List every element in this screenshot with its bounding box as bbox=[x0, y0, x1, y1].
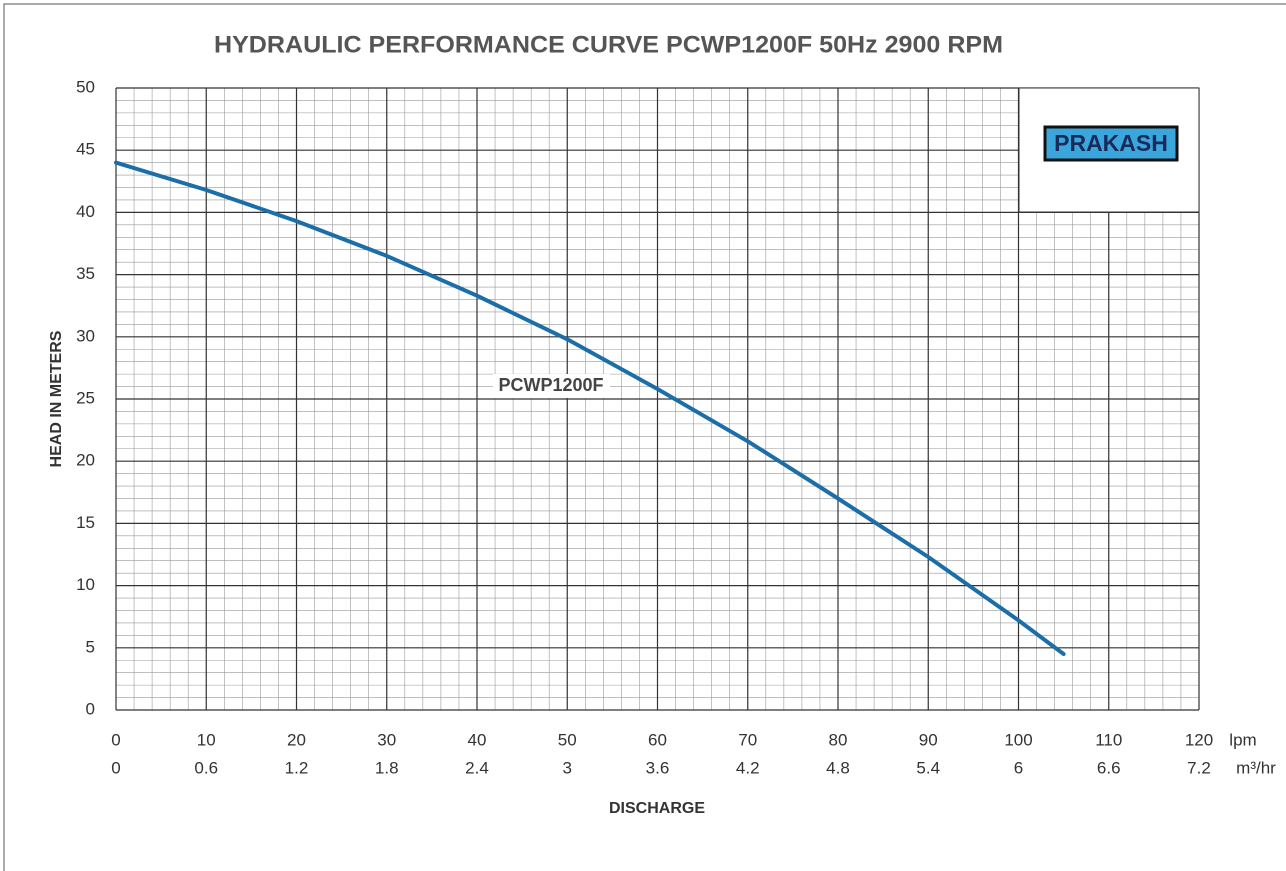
x2-tick-label: 6.6 bbox=[1097, 758, 1121, 777]
y-axis-label: HEAD IN METERS bbox=[48, 330, 65, 467]
x2-tick-label: 4.2 bbox=[736, 758, 760, 777]
x-tick-label: 40 bbox=[468, 730, 487, 749]
x2-unit: m³/hr bbox=[1236, 758, 1276, 777]
x-tick-label: 90 bbox=[919, 730, 938, 749]
y-tick-label: 25 bbox=[76, 388, 95, 407]
x2-tick-label: 6 bbox=[1014, 758, 1023, 777]
y-tick-label: 30 bbox=[76, 326, 95, 345]
x2-tick-label: 3.6 bbox=[646, 758, 670, 777]
x2-tick-label: 1.2 bbox=[285, 758, 309, 777]
frame bbox=[3, 3, 1286, 871]
curve bbox=[114, 160, 1066, 656]
x-tick-label: 120 bbox=[1185, 730, 1213, 749]
x2-tick-label: 7.2 bbox=[1187, 758, 1211, 777]
x-tick-label: 80 bbox=[829, 730, 848, 749]
x2-tick-label: 3 bbox=[563, 758, 572, 777]
y-tick-label: 15 bbox=[76, 513, 95, 532]
y-tick-label: 40 bbox=[76, 202, 95, 221]
marks: PCWP1200F bbox=[114, 160, 1066, 656]
y-tick-label: 20 bbox=[76, 451, 95, 470]
grid bbox=[115, 87, 1200, 711]
x-tick-label: 110 bbox=[1095, 730, 1122, 749]
x2-tick-label: 0 bbox=[111, 758, 120, 777]
logo: PRAKASH bbox=[1054, 130, 1168, 156]
series-label-bg bbox=[493, 374, 610, 398]
y-tick-label: 0 bbox=[86, 699, 95, 718]
x2-tick-label: 2.4 bbox=[465, 758, 489, 777]
x-unit: lpm bbox=[1229, 730, 1256, 749]
x-axis-label: DISCHARGE bbox=[609, 800, 705, 817]
x-tick-label: 100 bbox=[1004, 730, 1032, 749]
x-tick-label: 50 bbox=[558, 730, 577, 749]
x2-tick-label: 1.8 bbox=[375, 758, 399, 777]
x2-tick-label: 5.4 bbox=[916, 758, 940, 777]
y-tick-label: 35 bbox=[76, 264, 95, 283]
y-tick-label: 5 bbox=[86, 637, 95, 656]
y-tick-label: 45 bbox=[76, 140, 95, 159]
x2-tick-label: 4.8 bbox=[826, 758, 850, 777]
x-tick-label: 0 bbox=[111, 730, 120, 749]
y-tick-label: 10 bbox=[76, 575, 95, 594]
series-label: PCWP1200F bbox=[498, 375, 603, 395]
x-tick-label: 30 bbox=[377, 730, 396, 749]
x-tick-label: 20 bbox=[287, 730, 306, 749]
y-tick-label: 50 bbox=[76, 77, 95, 96]
x-tick-label: 10 bbox=[197, 730, 216, 749]
chart-title: HYDRAULIC PERFORMANCE CURVE PCWP1200F 50… bbox=[214, 31, 1003, 58]
x-tick-label: 70 bbox=[738, 730, 757, 749]
logo-badge bbox=[1043, 125, 1179, 162]
x-tick-label: 60 bbox=[648, 730, 667, 749]
x2-tick-label: 0.6 bbox=[194, 758, 218, 777]
